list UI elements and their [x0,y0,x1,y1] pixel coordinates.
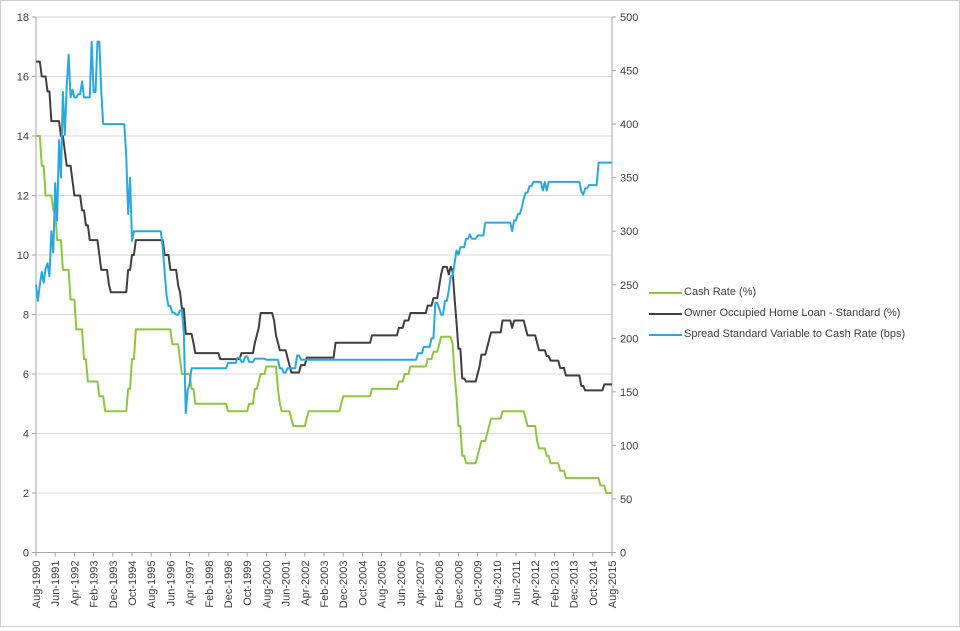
x-axis-label: Oct-1994 [127,561,139,606]
x-axis-label: Feb-2003 [319,561,331,608]
x-axis-label: Jun-2001 [281,561,293,607]
legend: Cash Rate (%) Owner Occupied Home Loan - … [649,282,905,345]
legend-item: Spread Standard Variable to Cash Rate (b… [649,324,905,345]
x-axis-label: Jun-2011 [511,561,523,606]
x-axis-labels: Aug-1990 Jun-1991 Apr-1992 Feb-1993 Dec-1993… [31,561,619,609]
legend-line-swatch [649,312,682,315]
x-axis-label: Dec-2013 [569,561,581,609]
x-axis-label: Aug-2005 [377,561,389,609]
x-axis-label: Aug-2010 [492,561,504,609]
series-line-owner-occupied-home-loan-standard [36,60,612,392]
left-axis-label: 10 [17,250,29,262]
left-axis-label: 2 [23,488,29,500]
x-axis-label: Aug-2015 [607,561,619,609]
right-axis-label: 0 [620,548,626,560]
right-axis-label: 300 [620,226,638,238]
x-axis-label: Jun-2006 [396,561,408,607]
x-axis-label: Feb-1993 [89,561,101,608]
series-line-spread-standard-variable-to-cash-rate-bps [35,40,612,415]
left-axis-label: 0 [23,548,29,560]
x-axis-label: Oct-2004 [357,561,369,606]
x-axis-label: Apr-1997 [185,561,197,606]
series-lines [35,40,612,494]
left-axis-label: 18 [17,12,29,24]
x-axis-label: Oct-1999 [242,561,254,606]
left-axis-label: 12 [17,191,29,203]
x-axis-label: Aug-1990 [31,561,43,609]
x-axis-label: Apr-2002 [300,561,312,606]
x-axis-label: Dec-1998 [223,561,235,609]
x-axis-label: Apr-1992 [69,561,81,606]
left-axis-label: 16 [17,72,29,84]
left-axis-labels: 0 2 4 6 8 10 12 14 16 18 [17,12,29,560]
axes [32,16,616,557]
x-axis-label: Feb-1998 [204,561,216,608]
x-axis-label: Aug-1995 [146,561,158,609]
right-axis-labels: 0 50 100 150 200 250 300 350 400 450 500 [620,12,638,560]
legend-item: Owner Occupied Home Loan - Standard (%) [649,303,905,324]
right-axis-label: 50 [620,494,632,506]
right-axis-label: 200 [620,333,638,345]
right-axis-label: 150 [620,387,638,399]
right-axis-label: 500 [620,12,638,24]
legend-label: Owner Occupied Home Loan - Standard (%) [684,307,901,319]
x-axis-label: Jun-1991 [50,561,62,607]
x-axis-label: Apr-2012 [530,561,542,606]
left-axis-label: 14 [17,131,29,143]
right-axis-label: 450 [620,66,638,78]
legend-line-swatch [649,291,682,294]
right-axis-label: 100 [620,440,638,452]
right-axis-label: 400 [620,119,638,131]
x-axis-label: Dec-1993 [108,561,120,609]
left-axis-label: 8 [23,310,29,322]
left-axis-label: 4 [23,429,29,441]
x-axis-label: Aug-2000 [261,561,273,609]
x-axis-label: Oct-2014 [588,561,600,606]
x-axis-label: Dec-2003 [338,561,350,609]
legend-line-swatch [649,333,682,336]
series-line-cash-rate [36,135,612,494]
right-axis-label: 250 [620,280,638,292]
x-axis-label: Oct-2009 [473,561,485,606]
x-axis-label: Apr-2007 [415,561,427,606]
x-axis-label: Dec-2008 [453,561,465,609]
x-axis-label: Feb-2013 [549,561,561,608]
x-axis-label: Feb-2008 [434,561,446,608]
legend-item: Cash Rate (%) [649,282,905,303]
legend-label: Cash Rate (%) [684,286,757,298]
x-axis-label: Jun-1996 [165,561,177,607]
legend-label: Spread Standard Variable to Cash Rate (b… [684,328,906,340]
left-axis-label: 6 [23,369,29,381]
right-axis-label: 350 [620,173,638,185]
